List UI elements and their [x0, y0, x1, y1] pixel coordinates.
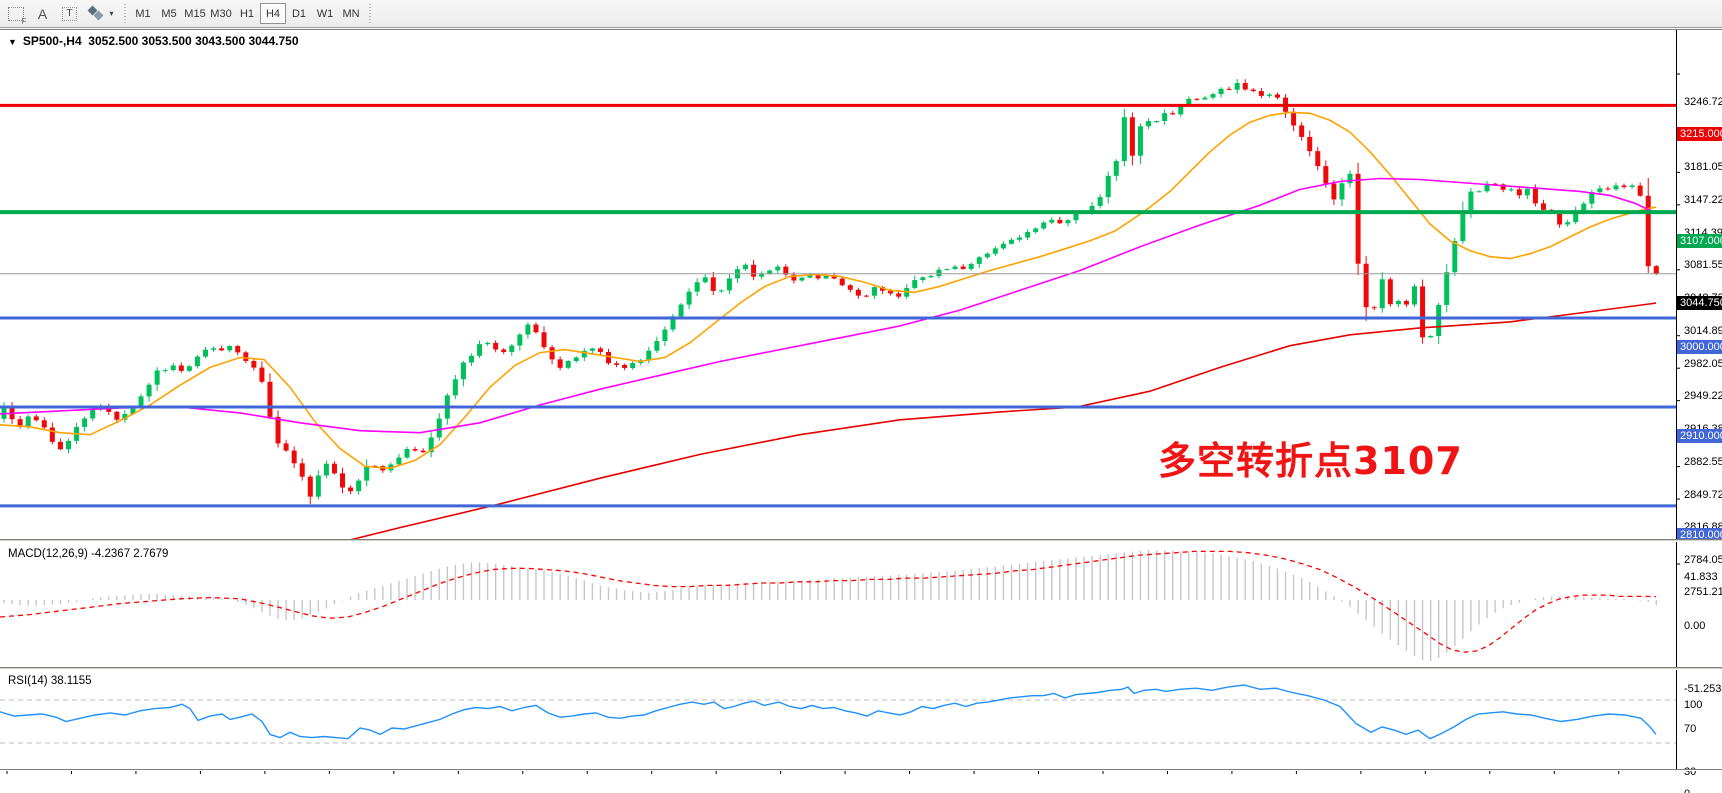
price-axis-tick: 2882.555 — [1684, 456, 1722, 469]
macd-axis-tick: 0.00 — [1684, 620, 1706, 632]
rsi-axis-tick: 70 — [1684, 723, 1697, 735]
chart-title: ▼ SP500-,H4 3052.500 3053.500 3043.500 30… — [8, 34, 299, 48]
hline-price-badge: 3215.000 — [1677, 127, 1722, 142]
chart-window: ▼ SP500-,H4 3052.500 3053.500 3043.500 30… — [0, 29, 1722, 793]
timeframe-button-m5[interactable]: M5 — [161, 7, 177, 20]
text-tool-button[interactable]: A — [29, 2, 56, 25]
hline-price-badge: 2810.000 — [1677, 527, 1722, 542]
price-axis-tick: 3081.555 — [1684, 259, 1722, 272]
price-axis-tick: 2982.055 — [1684, 357, 1722, 370]
price-axis-tick: 2784.050 — [1684, 553, 1722, 566]
rsi-axis-tick: 30 — [1684, 766, 1697, 778]
fibonacci-grid-tool-button[interactable]: F — [2, 2, 29, 26]
chart-canvas[interactable] — [0, 30, 1722, 793]
hline-price-badge: 3000.000 — [1677, 339, 1722, 354]
rsi-axis-tick: 100 — [1684, 699, 1703, 711]
toolbar-separator — [367, 3, 372, 24]
panel-splitter-rsi[interactable] — [0, 667, 1722, 670]
chevron-down-icon: ▾ — [109, 9, 114, 18]
timeframe-button-m15[interactable]: M15 — [184, 7, 206, 20]
fibonacci-grid-icon: F — [7, 6, 27, 26]
timeframe-button-w1[interactable]: W1 — [316, 7, 334, 20]
text-label-tool-button[interactable]: T — [56, 2, 83, 25]
panel-splitter-macd[interactable] — [0, 539, 1722, 542]
shapes-icon — [88, 5, 106, 21]
timeframe-button-d1[interactable]: D1 — [291, 7, 307, 20]
current-price-badge: 3044.750 — [1677, 295, 1722, 310]
macd-indicator-label: MACD(12,26,9) -4.2367 2.7679 — [8, 548, 169, 560]
price-axis-tick: 3246.725 — [1684, 96, 1722, 108]
price-axis-tick: 2751.215 — [1684, 585, 1722, 598]
ohlc-values: 3052.500 3053.500 3043.500 3044.750 — [88, 34, 299, 48]
hline-price-badge: 3107.000 — [1677, 234, 1722, 249]
timeframe-button-m1[interactable]: M1 — [135, 7, 151, 20]
toolbar: F A T ▾ M1 M5 M15 M30 H1 H4 D1 W1 MN — [0, 0, 1722, 28]
time-axis-separator — [0, 769, 1722, 771]
chart-annotation-text: 多空转折点3107 — [1158, 439, 1463, 483]
price-axis-tick: 2949.220 — [1684, 390, 1722, 403]
toolbar-separator — [122, 3, 127, 24]
price-axis-tick: 3014.890 — [1684, 325, 1722, 338]
price-axis-tick: 3147.225 — [1684, 194, 1722, 207]
text-label-icon: T — [62, 6, 77, 21]
timeframe-button-mn[interactable]: MN — [342, 7, 360, 20]
timeframe-button-h1[interactable]: H1 — [239, 7, 255, 20]
timeframe-button-h4[interactable]: H4 — [260, 3, 286, 24]
rsi-axis-tick: 0 — [1684, 788, 1690, 793]
timeframe-button-m30[interactable]: M30 — [210, 7, 232, 20]
rsi-indicator-label: RSI(14) 38.1155 — [8, 675, 92, 687]
macd-axis-tick: -51.2535 — [1684, 683, 1722, 695]
price-axis-tick: 3181.055 — [1684, 160, 1722, 173]
chart-dropdown-icon[interactable]: ▼ — [8, 37, 17, 47]
text-tool-icon: A — [37, 5, 48, 22]
symbol-timeframe-label: SP500-,H4 — [22, 34, 82, 48]
price-axis-tick: 2849.720 — [1684, 488, 1722, 501]
macd-axis-tick: 41.833 — [1684, 571, 1718, 583]
hline-price-badge: 2910.000 — [1677, 428, 1722, 443]
shapes-tool-button[interactable]: ▾ — [83, 2, 119, 25]
